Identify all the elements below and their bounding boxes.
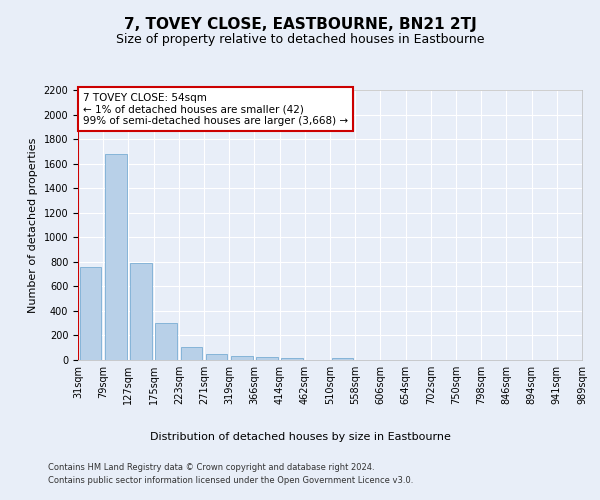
Bar [181, 346, 202, 360]
Bar [256, 357, 278, 360]
Text: 7, TOVEY CLOSE, EASTBOURNE, BN21 2TJ: 7, TOVEY CLOSE, EASTBOURNE, BN21 2TJ [124, 18, 476, 32]
Y-axis label: Number of detached properties: Number of detached properties [28, 138, 38, 312]
Text: Contains HM Land Registry data © Crown copyright and database right 2024.: Contains HM Land Registry data © Crown c… [48, 462, 374, 471]
Bar [105, 154, 127, 360]
Text: Contains public sector information licensed under the Open Government Licence v3: Contains public sector information licen… [48, 476, 413, 485]
Bar [155, 323, 177, 360]
Text: Distribution of detached houses by size in Eastbourne: Distribution of detached houses by size … [149, 432, 451, 442]
Bar [281, 358, 303, 360]
Bar [130, 263, 152, 360]
Bar [231, 356, 253, 360]
Bar [332, 358, 353, 360]
Text: Size of property relative to detached houses in Eastbourne: Size of property relative to detached ho… [116, 32, 484, 46]
Bar [80, 266, 101, 360]
Text: 7 TOVEY CLOSE: 54sqm
← 1% of detached houses are smaller (42)
99% of semi-detach: 7 TOVEY CLOSE: 54sqm ← 1% of detached ho… [83, 92, 348, 126]
Bar [206, 354, 227, 360]
